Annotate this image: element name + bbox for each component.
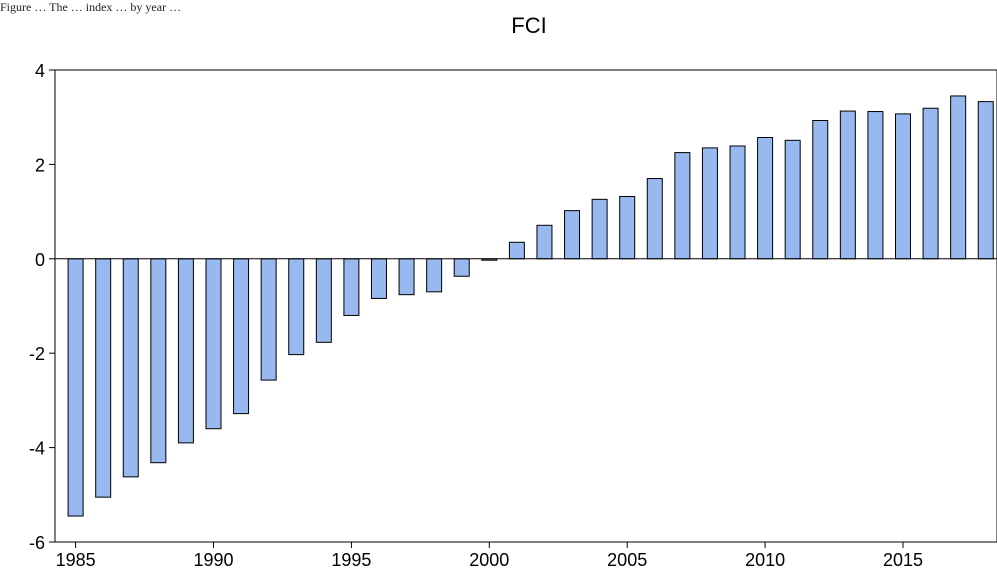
bar-1988	[150, 258, 167, 464]
bar-1989	[177, 258, 194, 444]
bar-2008	[701, 147, 718, 260]
bar-2015	[895, 113, 911, 260]
y-tick-label: -2	[29, 344, 45, 364]
bar-1990	[205, 258, 222, 430]
bar-1992	[260, 258, 277, 381]
bar-2016	[922, 107, 939, 260]
bar-2013	[839, 110, 856, 260]
bar-1999	[453, 258, 470, 277]
bar-1991	[233, 258, 250, 415]
x-tick-label: 2005	[607, 550, 647, 570]
bar-1994	[315, 258, 332, 343]
y-tick-label: -4	[29, 439, 45, 459]
figure-caption: Figure … The … index … by year …	[0, 0, 182, 14]
y-tick-label: -6	[29, 533, 45, 553]
bar-2004	[591, 198, 608, 260]
bar-2018	[977, 101, 994, 260]
bar-2002	[536, 224, 553, 260]
plot-frame	[54, 69, 997, 543]
x-tick-label: 1995	[331, 550, 371, 570]
x-tick-label: 1990	[193, 550, 233, 570]
x-tick-label: 2015	[883, 550, 923, 570]
bar-1986	[95, 258, 112, 498]
bar-2012	[812, 120, 829, 260]
x-axis: 1985 1990 1995 2000 2005 2010 2015	[56, 542, 923, 570]
bar-1987	[122, 258, 139, 478]
bar-group	[67, 95, 994, 517]
bar-1996	[370, 258, 387, 299]
x-tick-label: 1985	[56, 550, 96, 570]
x-tick-label: 2000	[469, 550, 509, 570]
bar-2006	[646, 178, 663, 260]
y-axis: -6 -4 -2 0 2 4	[29, 61, 55, 553]
y-tick-label: 4	[35, 61, 45, 81]
chart-title: FCI	[511, 13, 546, 38]
y-tick-label: 0	[35, 250, 45, 270]
bar-2003	[564, 210, 581, 260]
bar-1998	[426, 258, 443, 293]
bar-2017	[950, 95, 967, 260]
x-tick-label: 2010	[745, 550, 785, 570]
bar-2001	[508, 241, 525, 260]
bar-1985	[67, 258, 84, 517]
bar-1993	[288, 258, 305, 356]
bar-2011	[784, 139, 801, 260]
y-tick-label: 2	[35, 155, 45, 175]
bar-2005	[619, 196, 636, 260]
bar-1997	[398, 258, 415, 296]
bar-2009	[729, 145, 746, 260]
bar-2007	[674, 152, 691, 260]
bar-2010	[757, 137, 774, 260]
bar-2014	[867, 111, 884, 260]
bar-1995	[343, 258, 360, 316]
